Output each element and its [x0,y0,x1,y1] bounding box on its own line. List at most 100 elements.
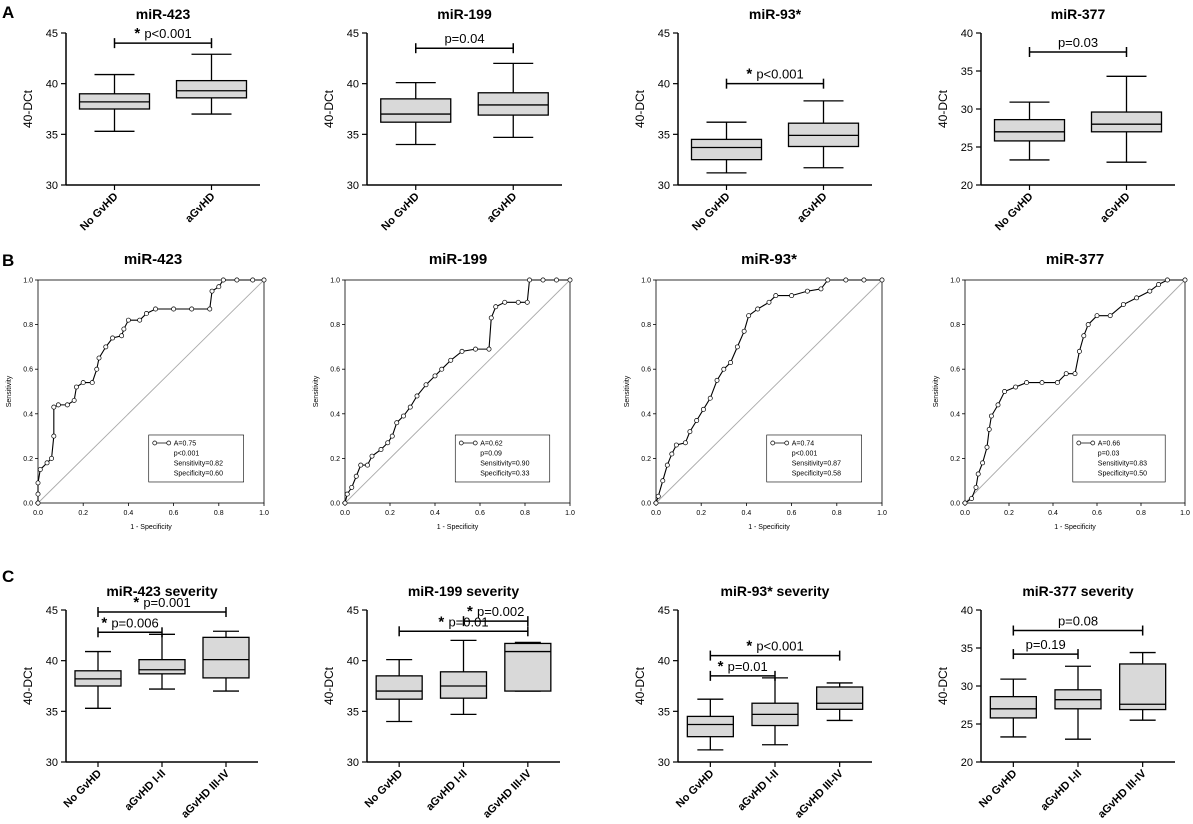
y-tick-label: 40 [46,656,58,668]
y-tick-label: 0.6 [950,367,960,374]
roc-point [414,393,420,399]
x-tick-label: 1.0 [877,510,887,517]
roc-point [488,315,494,321]
roc-point [389,433,395,439]
box-0 [380,82,452,146]
x-tick-label: aGvHD I-II [1038,768,1084,814]
y-tick-label: 45 [658,605,670,617]
roc-point [73,384,79,390]
roc-point [734,344,740,350]
legend-entry: Sensitivity=0.83 [1098,460,1147,467]
x-tick-label: 0.0 [960,510,970,517]
y-tick-label: 35 [658,129,670,141]
reference-diagonal [37,279,265,504]
x-tick-label: 0.0 [340,510,350,517]
x-tick-label: aGvHD [1098,191,1132,225]
comparison-1: * p<0.001 [709,638,841,661]
p-value: p<0.001 [756,639,803,654]
x-axis-label: 1 - Specificity [437,524,479,531]
x-tick-label: aGvHD III-IV [1096,767,1149,820]
legend-marker [458,440,464,446]
roc-point [653,500,659,506]
roc-point [1076,348,1082,354]
x-tick-label: 0.8 [1136,510,1146,517]
chart-title: miR-93* [749,6,802,22]
roc-point [1107,313,1113,319]
y-tick-label: 0.6 [330,367,340,374]
p-value: p<0.001 [144,26,191,41]
roc-point [879,277,885,283]
roc-point [96,355,102,361]
roc-point [1120,302,1126,307]
p-value: p=0.03 [1058,35,1098,50]
iqr-box [202,636,250,679]
box-2 [1119,651,1167,721]
x-tick-label: aGvHD I-II [122,768,168,814]
y-tick-label: 40 [961,28,973,40]
significance-star: * [134,25,144,42]
x-tick-label: No GvHD [61,768,104,811]
p-value-label: * p<0.001 [746,638,803,655]
legend-entry: Sensitivity=0.82 [174,460,223,467]
roc-point [1134,295,1140,301]
p-value-label: * p=0.001 [133,594,190,611]
y-tick-label: 45 [347,28,359,40]
legend-entry: Sensitivity=0.87 [792,460,841,467]
x-tick-label: aGvHD III-IV [793,767,846,820]
box-0 [686,698,734,751]
legend-entry: p=0.03 [1098,450,1120,457]
roc-point [714,377,720,383]
p-value-label: * p=0.01 [718,658,768,675]
roc-point [1072,371,1078,377]
y-tick-label: 0.8 [23,322,33,329]
x-tick-label: No GvHD [78,191,121,234]
legend-entry: p<0.001 [174,450,200,457]
iqr-box [504,642,552,692]
y-axis-label: 40-DCt [21,666,35,705]
y-axis-label: Sensitivity [933,375,940,407]
box-1 [1090,75,1163,163]
y-axis-label: Sensitivity [624,375,631,407]
roc-point [1013,384,1019,390]
iqr-box [477,92,549,116]
roc-point [701,406,706,412]
x-axis-label: 1 - Specificity [748,524,790,531]
y-tick-label: 30 [658,757,670,769]
roc-0: miR-423 0.00.0 0.2 0.2 0.4 0.4 0.6 0.6 0.8 0.8 1.0… [6,251,269,531]
plot-frame [964,279,1186,504]
roc-point [171,306,177,312]
box-2 [202,630,250,692]
roc-point [962,500,968,506]
roc-point [378,447,384,452]
box-2 [504,641,552,692]
roc-point [766,299,772,305]
plot-frame [344,279,571,504]
x-tick-label: 0.2 [385,510,395,517]
y-tick-label: 35 [347,706,359,718]
roc-point [1002,389,1008,394]
iqr-box [439,671,488,699]
roc-point [986,426,992,432]
legend-entry: A=0.66 [1098,440,1120,447]
y-tick-label: 45 [347,605,359,617]
legend-marker [784,440,790,446]
significance-star: * [746,66,756,83]
boxplot-c0: miR-423 severity 40-DCt 30 35 40 45 No GvHD aGv… [21,583,258,821]
roc-point [540,277,546,283]
roc-point [988,413,994,419]
y-tick-label: 0.2 [950,456,960,463]
x-tick-label: aGvHD III-IV [481,767,534,820]
roc-point [861,277,867,283]
p-value: p=0.01 [728,659,768,674]
y-tick-label: 40 [46,79,58,91]
roc-point [1039,380,1045,386]
y-tick-label: 25 [961,719,973,731]
y-axis-label: 40-DCt [322,666,336,705]
comparison-0: p=0.19 [1012,637,1079,660]
significance-star: * [746,638,756,655]
y-tick-label: 30 [658,180,670,192]
y-tick-label: 0.0 [23,501,33,508]
x-axis-label: 1 - Specificity [1054,524,1096,531]
roc-point [1054,380,1060,386]
roc-point [473,346,478,352]
